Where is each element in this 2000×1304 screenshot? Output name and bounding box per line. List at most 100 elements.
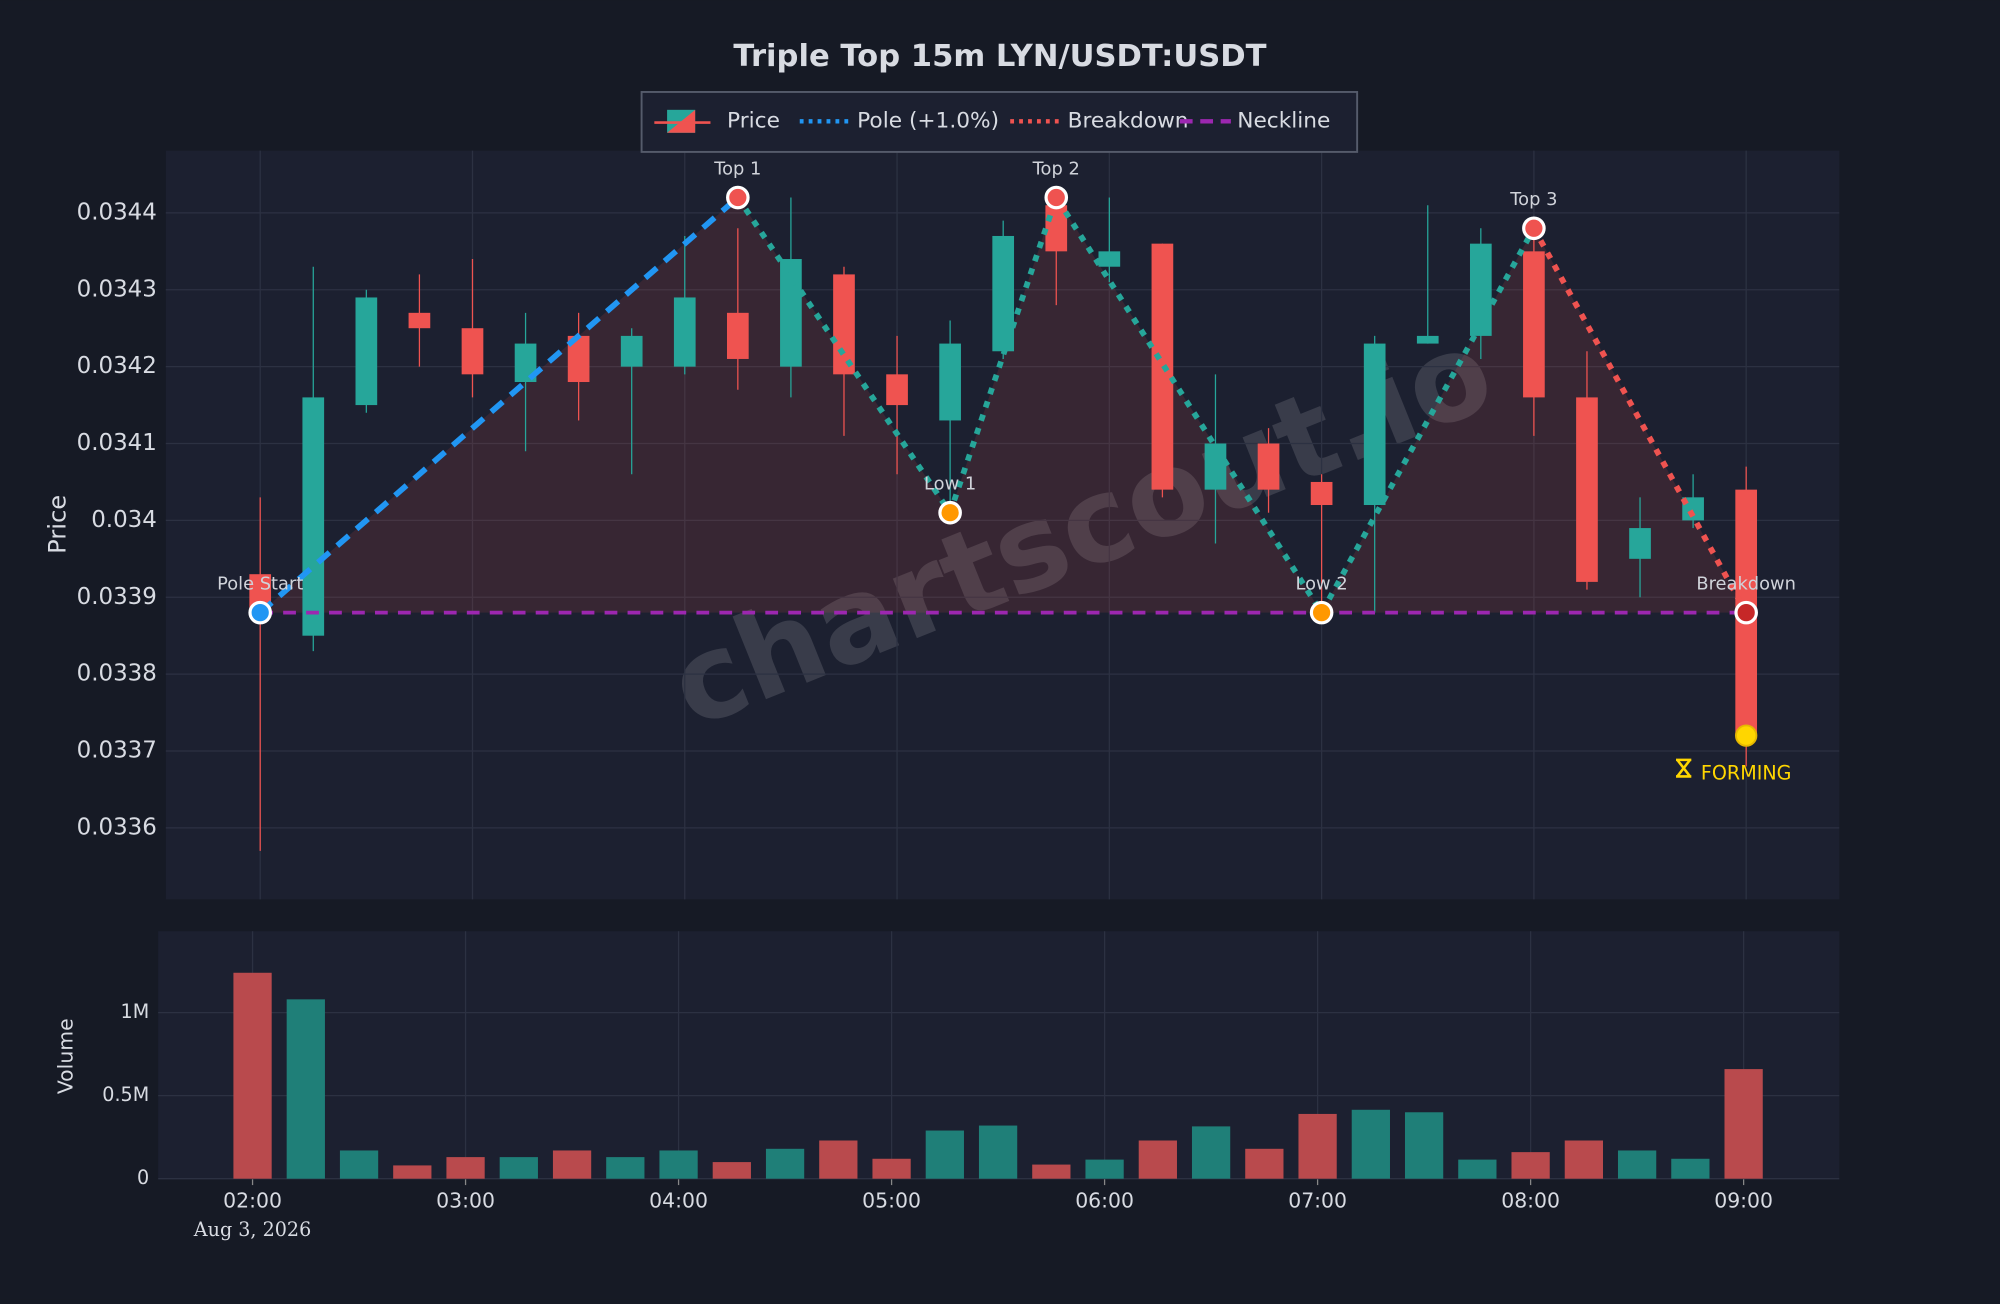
legend-box bbox=[640, 91, 1359, 153]
volume-bar bbox=[1671, 1158, 1710, 1179]
candle-body bbox=[939, 343, 961, 421]
volume-bar bbox=[286, 999, 325, 1179]
candle-body bbox=[1257, 443, 1280, 490]
x-tick-label: 09:00 bbox=[1714, 1189, 1773, 1213]
volume-bar bbox=[446, 1157, 485, 1179]
volume-bar bbox=[1724, 1069, 1763, 1179]
volume-bar bbox=[1564, 1140, 1603, 1179]
candle-body bbox=[1098, 251, 1121, 267]
x-tick-label: 02:00 bbox=[223, 1189, 282, 1213]
volume-bar bbox=[1085, 1159, 1124, 1179]
x-tick-label: 08:00 bbox=[1501, 1189, 1560, 1213]
y-tick-label: 0.0338 bbox=[77, 661, 157, 687]
volume-bar bbox=[1351, 1109, 1390, 1179]
volume-bar bbox=[1511, 1152, 1550, 1179]
x-tick-label: 07:00 bbox=[1288, 1189, 1347, 1213]
candle-body bbox=[726, 312, 749, 359]
y-axis-label: Volume bbox=[53, 1018, 77, 1094]
chart-title: Triple Top 15m LYN/USDT:USDT bbox=[733, 39, 1266, 74]
candle-body bbox=[1363, 343, 1386, 506]
point-label: Pole Start bbox=[217, 574, 303, 595]
volume-bar bbox=[1404, 1112, 1444, 1179]
price-panel: 0.0336 0.0337 0.0338 0.0339 0.034 0.0341 0.034… bbox=[77, 150, 1840, 900]
volume-bar bbox=[552, 1150, 592, 1179]
volume-bar bbox=[393, 1165, 432, 1179]
volume-bar bbox=[1191, 1126, 1231, 1179]
legend-label: Breakdown bbox=[1068, 108, 1189, 133]
candle-body bbox=[1045, 205, 1068, 252]
y-axis-label: Price bbox=[44, 495, 72, 554]
y-tick-label: 0.0336 bbox=[77, 814, 157, 840]
pattern-line bbox=[735, 190, 1537, 619]
volume-panel: 02:00 03:00 04:00 05:00 06:00 07:00 08:00 09:00… bbox=[102, 931, 1840, 1213]
date-label: Aug 3, 2026 bbox=[193, 1218, 311, 1241]
candle-body bbox=[886, 374, 908, 406]
point-label: Low 2 bbox=[1296, 574, 1348, 595]
point-label: Top 3 bbox=[1509, 189, 1557, 210]
candle-body bbox=[1629, 528, 1651, 559]
candle-body bbox=[780, 259, 802, 367]
volume-bar bbox=[819, 1140, 858, 1179]
y-tick-label: 0.0341 bbox=[77, 430, 157, 456]
candle-body bbox=[1576, 397, 1598, 582]
y-tick-label: 1M bbox=[121, 1000, 150, 1023]
volume-bar bbox=[659, 1150, 698, 1179]
volume-bar bbox=[1138, 1140, 1177, 1179]
x-tick-label: 04:00 bbox=[649, 1189, 708, 1213]
candle-body bbox=[355, 297, 378, 406]
x-tick-label: 05:00 bbox=[862, 1189, 921, 1213]
point-label: Low 1 bbox=[924, 474, 976, 495]
candle-body bbox=[408, 312, 431, 329]
candle-body bbox=[302, 397, 325, 636]
pattern-point bbox=[726, 185, 750, 210]
candle-body bbox=[1469, 243, 1492, 336]
volume-bar bbox=[339, 1150, 379, 1179]
candle-body bbox=[514, 343, 537, 383]
volume-bar bbox=[1458, 1159, 1497, 1179]
x-tick-label: 03:00 bbox=[436, 1189, 495, 1213]
volume-bar bbox=[765, 1148, 805, 1179]
candle-body bbox=[673, 297, 696, 367]
volume-bar bbox=[499, 1157, 538, 1179]
volume-bar bbox=[978, 1125, 1018, 1179]
legend: Price Pole (+1.0%) Breakdown Neckline bbox=[640, 91, 1359, 153]
y-tick-label: 0.034 bbox=[91, 507, 157, 533]
pattern-point bbox=[938, 500, 962, 525]
volume-bar bbox=[1032, 1164, 1071, 1179]
breakdown-line bbox=[1531, 226, 1749, 615]
y-tick-label: 0.0344 bbox=[77, 199, 157, 225]
pattern-area bbox=[260, 197, 1747, 613]
y-tick-label: 0.0337 bbox=[77, 738, 157, 764]
x-tick-label: 06:00 bbox=[1075, 1189, 1134, 1213]
hourglass-icon bbox=[1676, 758, 1692, 778]
candle-body bbox=[1204, 443, 1227, 490]
volume-bar bbox=[1245, 1148, 1284, 1179]
y-tick-label: 0.0342 bbox=[77, 353, 157, 379]
volume-bar bbox=[872, 1158, 911, 1179]
forming-point bbox=[1735, 724, 1758, 747]
candle-body bbox=[992, 235, 1015, 352]
y-tick-label: 0.0343 bbox=[77, 276, 157, 302]
candle-body bbox=[833, 274, 855, 375]
forming-label: FORMING bbox=[1701, 761, 1792, 784]
pattern-point bbox=[1309, 600, 1334, 625]
point-label: Breakdown bbox=[1696, 574, 1796, 595]
y-tick-label: 0.5M bbox=[102, 1083, 149, 1106]
pattern-point bbox=[1522, 216, 1546, 241]
volume-bar bbox=[712, 1162, 751, 1179]
point-label: Top 2 bbox=[1032, 158, 1080, 179]
volume-bar bbox=[233, 972, 272, 1179]
candle-body bbox=[1523, 251, 1545, 398]
candle-body bbox=[1416, 335, 1439, 344]
pattern-point bbox=[1044, 185, 1069, 210]
point-label: Top 1 bbox=[713, 158, 761, 179]
volume-bar bbox=[1617, 1150, 1657, 1179]
volume-bar bbox=[1298, 1113, 1337, 1179]
legend-label: Neckline bbox=[1237, 108, 1330, 133]
pattern-point bbox=[1734, 600, 1758, 625]
candle-body bbox=[620, 335, 643, 367]
candle-body bbox=[461, 328, 484, 375]
legend-label: Pole (+1.0%) bbox=[857, 108, 999, 133]
pole-line bbox=[258, 195, 740, 615]
